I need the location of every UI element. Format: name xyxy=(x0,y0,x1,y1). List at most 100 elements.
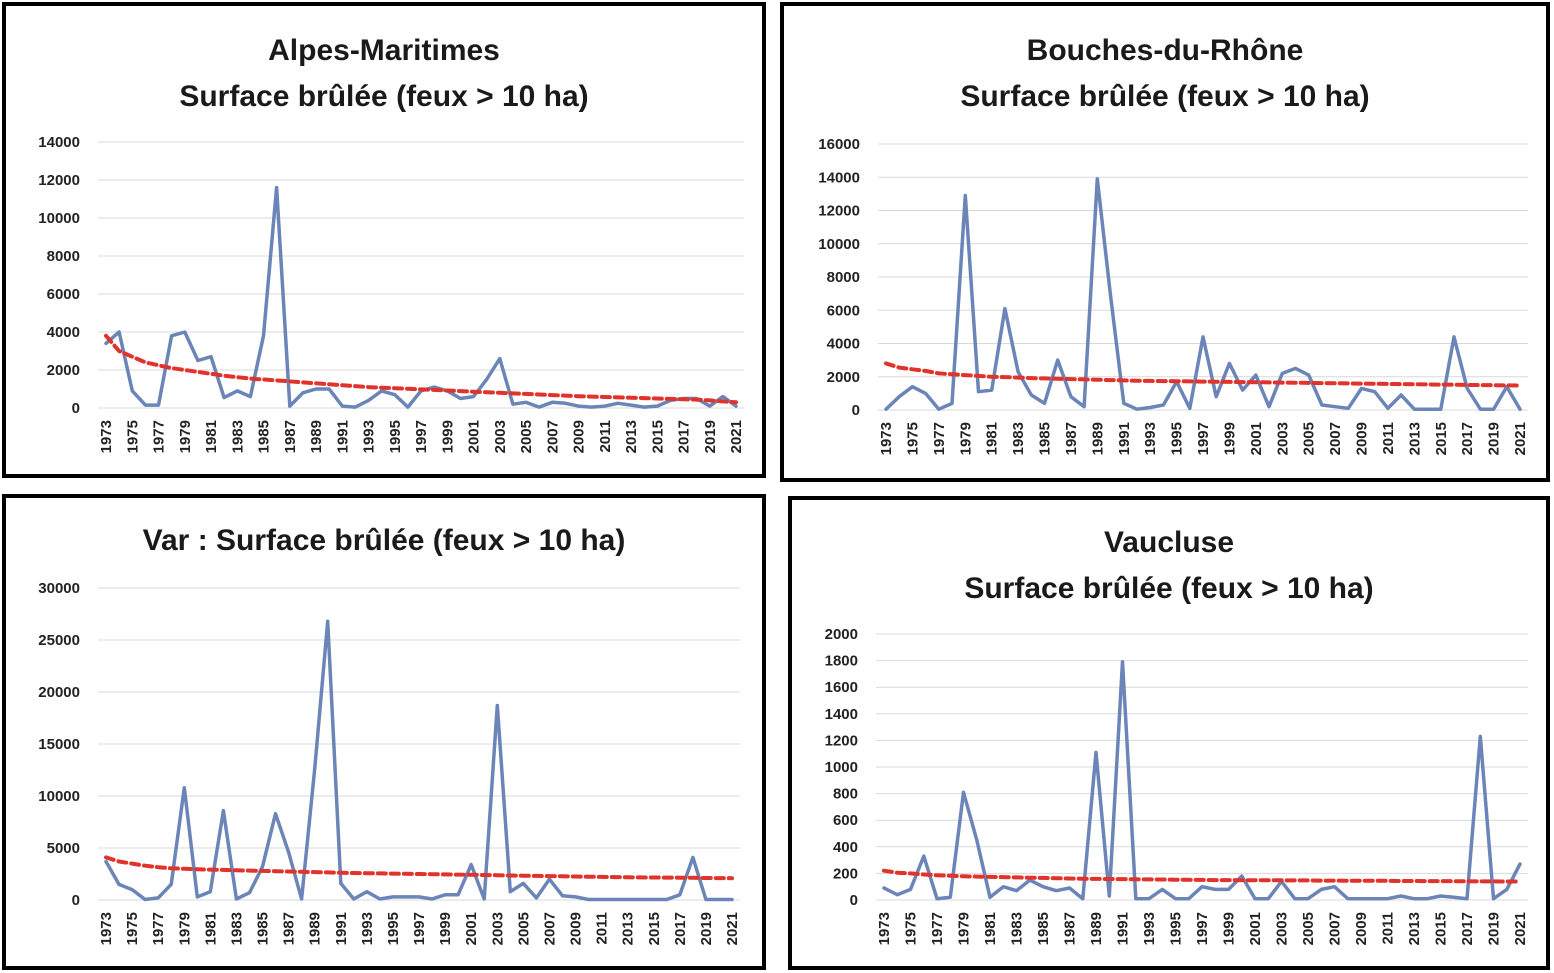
x-tick-label: 2013 xyxy=(1406,422,1423,455)
x-tick-label: 1995 xyxy=(1169,422,1186,455)
x-tick-label: 1985 xyxy=(1037,422,1054,455)
x-tick-label: 2001 xyxy=(1247,912,1264,945)
x-tick-label: 2003 xyxy=(1274,422,1291,455)
chart-svg: 0 2000 4000 6000 8000 10000 12000 14000 16000 197… xyxy=(818,136,1529,455)
x-tick-label: 2013 xyxy=(623,420,640,453)
x-tick-label: 1977 xyxy=(151,420,168,453)
chart-title-line-2: Surface brûlée (feux > 10 ha) xyxy=(960,80,1370,113)
x-tick-label: 2017 xyxy=(676,420,693,453)
y-tick-label: 15000 xyxy=(38,736,80,753)
y-tick-label: 30000 xyxy=(38,580,80,597)
y-tick-label: 200 xyxy=(833,865,858,882)
y-tick-label: 0 xyxy=(850,892,858,909)
x-tick-label: 2007 xyxy=(541,912,558,945)
y-tick-label: 12000 xyxy=(38,172,80,189)
x-tick-label: 1999 xyxy=(437,912,454,945)
y-tick-label: 1400 xyxy=(825,706,858,723)
y-tick-label: 0 xyxy=(72,892,80,909)
chart-title: Alpes-Maritimes Surface brûlée (feux > 1… xyxy=(6,28,762,120)
x-tick-label: 2007 xyxy=(544,420,561,453)
y-tick-label: 4000 xyxy=(827,336,860,353)
x-tick-label: 1997 xyxy=(1195,422,1212,455)
chart-panel-var: Var : Surface brûlée (feux > 10 ha) 0 500… xyxy=(2,494,766,970)
x-tick-label: 1991 xyxy=(1116,422,1133,455)
x-tick-label: 1987 xyxy=(1063,422,1080,455)
y-tick-label: 1000 xyxy=(825,759,858,776)
data-series-line xyxy=(882,660,1522,901)
y-tick-label: 1600 xyxy=(825,679,858,696)
y-tick-label: 20000 xyxy=(38,684,80,701)
x-tick-label: 1985 xyxy=(255,912,272,945)
x-tick-label: 2019 xyxy=(1486,422,1503,455)
chart-title-line-1: Alpes-Maritimes xyxy=(268,34,500,67)
x-tick-label: 1973 xyxy=(98,912,115,945)
x-tick-label: 1987 xyxy=(1062,912,1079,945)
x-tick-label: 2017 xyxy=(1459,912,1476,945)
x-tick-label: 2009 xyxy=(571,420,588,453)
x-tick-label: 2007 xyxy=(1327,422,1344,455)
x-tick-label: 2017 xyxy=(1459,422,1476,455)
x-tick-label: 2015 xyxy=(1433,912,1450,945)
chart-panel-alpes-maritimes: Alpes-Maritimes Surface brûlée (feux > 1… xyxy=(2,2,766,478)
chart-title-line-1: Vaucluse xyxy=(1103,526,1235,559)
y-tick-label: 1800 xyxy=(825,653,858,670)
x-tick-label: 2005 xyxy=(515,912,532,945)
x-tick-label: 1995 xyxy=(385,912,402,945)
x-tick-label: 2021 xyxy=(724,912,741,945)
x-tick-label: 1983 xyxy=(229,420,246,453)
y-tick-label: 2000 xyxy=(827,369,860,386)
y-tick-label: 600 xyxy=(833,812,858,829)
x-tick-label: 1979 xyxy=(176,912,193,945)
x-tick-label: 1983 xyxy=(228,912,245,945)
x-tick-label: 1987 xyxy=(282,420,299,453)
x-tick-label: 1997 xyxy=(1194,912,1211,945)
x-tick-label: 2003 xyxy=(1274,912,1291,945)
y-tick-label: 14000 xyxy=(38,134,80,151)
x-tick-label: 1977 xyxy=(931,422,948,455)
chart-title: Vaucluse Surface brûlée (feux > 10 ha) xyxy=(792,520,1546,612)
y-tick-label: 10000 xyxy=(818,236,860,253)
x-tick-label: 1989 xyxy=(308,420,325,453)
y-tick-label: 400 xyxy=(833,839,858,856)
y-tick-label: 0 xyxy=(852,402,860,419)
x-tick-label: 1989 xyxy=(1088,912,1105,945)
y-tick-label: 6000 xyxy=(827,302,860,319)
x-tick-label: 1993 xyxy=(359,912,376,945)
y-tick-label: 1200 xyxy=(825,732,858,749)
x-tick-label: 1993 xyxy=(1141,912,1158,945)
x-tick-label: 2021 xyxy=(1512,422,1529,455)
x-tick-label: 2001 xyxy=(463,912,480,945)
x-tick-label: 2005 xyxy=(1300,912,1317,945)
y-tick-label: 8000 xyxy=(47,248,80,265)
x-tick-label: 1989 xyxy=(307,912,324,945)
chart-title: Var : Surface brûlée (feux > 10 ha) xyxy=(6,518,762,564)
x-tick-label: 2009 xyxy=(1354,422,1371,455)
x-tick-label: 2001 xyxy=(1248,422,1265,455)
x-tick-label: 1979 xyxy=(957,422,974,455)
x-tick-label: 1975 xyxy=(903,912,920,945)
trend-line xyxy=(884,361,1522,388)
x-tick-label: 2019 xyxy=(1486,912,1503,945)
x-tick-label: 1977 xyxy=(929,912,946,945)
x-tick-label: 1983 xyxy=(1010,422,1027,455)
x-tick-label: 1985 xyxy=(1035,912,1052,945)
x-tick-label: 2005 xyxy=(518,420,535,453)
x-tick-label: 2015 xyxy=(649,420,666,453)
x-tick-label: 2017 xyxy=(672,912,689,945)
x-tick-label: 1987 xyxy=(281,912,298,945)
y-tick-label: 4000 xyxy=(47,324,80,341)
x-tick-label: 1991 xyxy=(334,420,351,453)
trend-line xyxy=(104,855,734,881)
y-tick-label: 5000 xyxy=(47,840,80,857)
y-tick-label: 14000 xyxy=(818,169,860,186)
y-tick-label: 25000 xyxy=(38,632,80,649)
y-tick-label: 16000 xyxy=(818,136,860,153)
x-tick-label: 2015 xyxy=(646,912,663,945)
x-tick-label: 1995 xyxy=(387,420,404,453)
y-tick-label: 2000 xyxy=(825,626,858,643)
y-tick-label: 12000 xyxy=(818,203,860,220)
x-tick-label: 2015 xyxy=(1433,422,1450,455)
x-tick-label: 2019 xyxy=(702,420,719,453)
chart-title: Bouches-du-Rhône Surface brûlée (feux > … xyxy=(784,28,1546,120)
x-tick-label: 1991 xyxy=(333,912,350,945)
